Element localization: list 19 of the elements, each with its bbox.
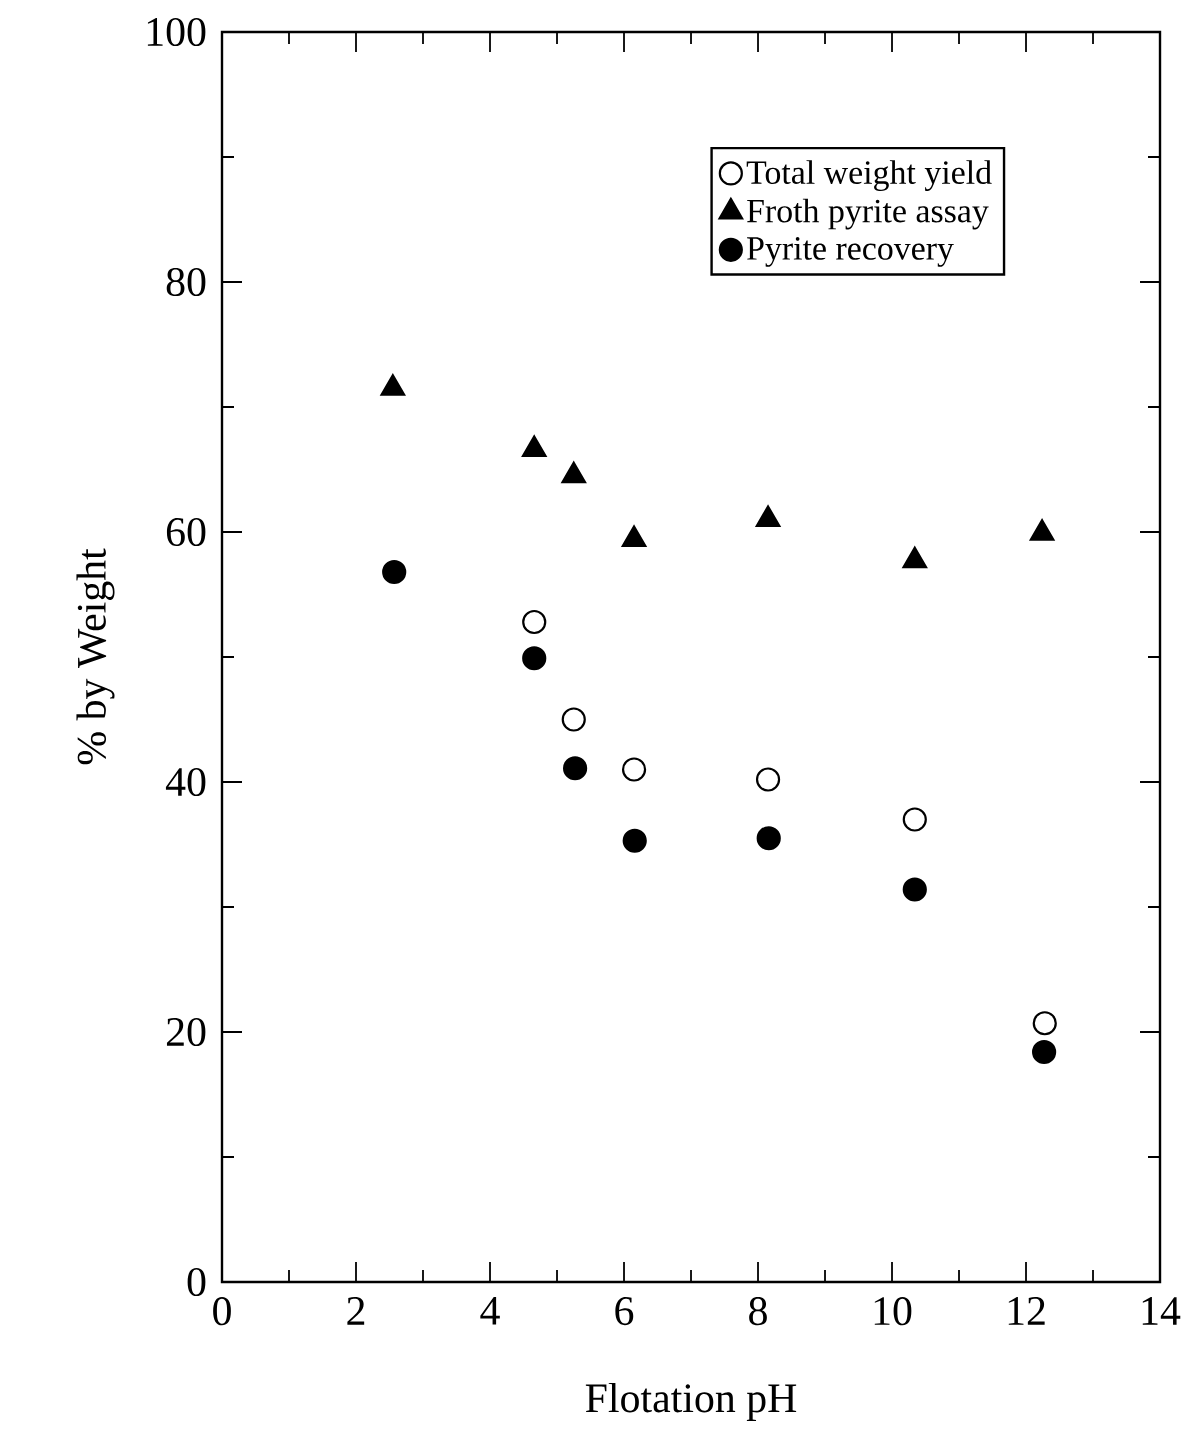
legend-label: Froth pyrite assay: [747, 198, 989, 230]
y-tick-label: 20: [166, 1017, 206, 1047]
legend-label: Pyrite recovery: [747, 237, 954, 267]
x-tick-label: 4: [480, 1297, 500, 1325]
x-tick-label: 6: [615, 1297, 634, 1326]
y-axis-title: % by Weight: [76, 548, 115, 765]
x-tick-label: 2: [347, 1297, 365, 1325]
y-tick-label: 100: [147, 17, 206, 47]
legend-label: Total weight yield: [746, 160, 992, 191]
y-tick-label: 40: [165, 767, 206, 797]
x-tick-label: 0: [213, 1297, 231, 1326]
y-tick-label: 80: [166, 267, 206, 297]
x-tick-label: 14: [1142, 1297, 1181, 1325]
x-tick-label: 10: [874, 1297, 912, 1326]
x-tick-label: 8: [749, 1297, 767, 1326]
y-tick-label: 0: [187, 1267, 206, 1297]
x-axis-title: Flotation pH: [585, 1382, 797, 1421]
x-tick-label: 12: [1008, 1297, 1045, 1325]
y-tick-label: 60: [166, 517, 206, 547]
